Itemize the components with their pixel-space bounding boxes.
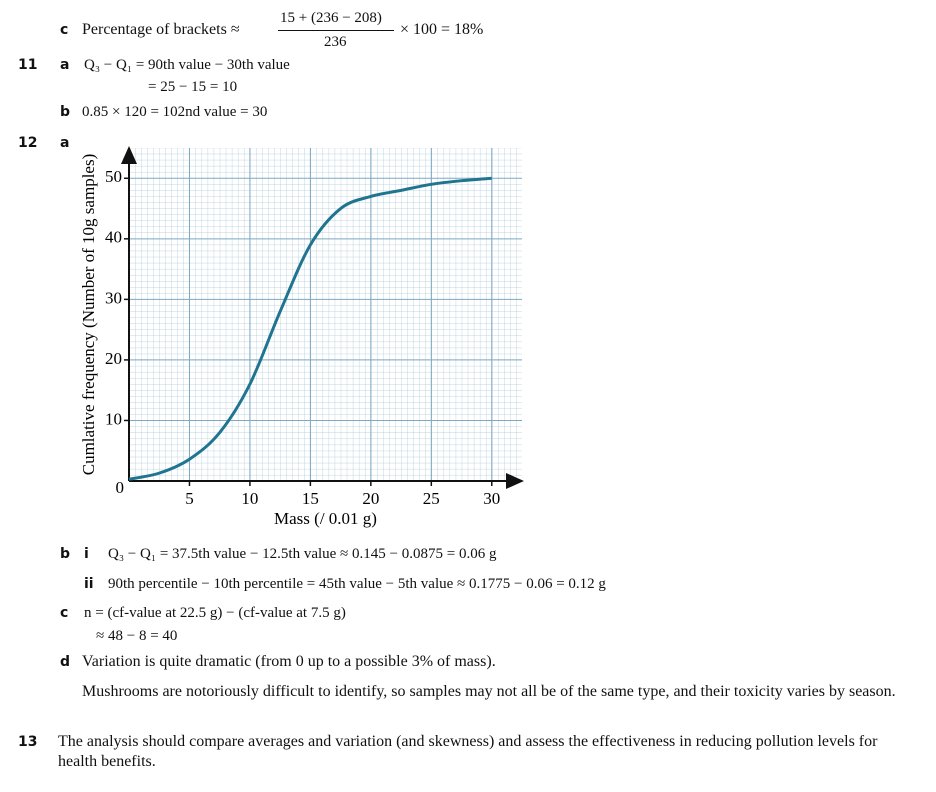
text: Percentage of brackets ≈ xyxy=(82,21,240,38)
paragraph: The analysis should compare averages and… xyxy=(58,733,878,770)
part-label: c xyxy=(60,22,69,38)
question-number: 13 xyxy=(18,734,38,750)
fraction-bar xyxy=(278,30,394,31)
text: Q₃ − Q₁ = 90th value − 30th value xyxy=(84,57,290,73)
paragraph: Mushrooms are notoriously difficult to i… xyxy=(82,683,896,700)
text: 90th percentile − 10th percentile = 45th… xyxy=(108,576,606,592)
subpart-label: i xyxy=(84,546,89,562)
text: 0.85 × 120 = 102nd value = 30 xyxy=(82,104,268,120)
text: Variation is quite dramatic (from 0 up t… xyxy=(82,653,496,670)
x-tick-label: 20 xyxy=(362,489,379,508)
part-label: b xyxy=(60,546,71,562)
y-tick-label: 50 xyxy=(105,167,122,186)
denominator: 236 xyxy=(324,34,347,50)
numerator: 15 + (236 − 208) xyxy=(280,10,382,26)
x-axis-label: Mass (/ 0.01 g) xyxy=(274,509,377,528)
y-axis-label: Cumlative frequency (Number of 10g sampl… xyxy=(79,154,98,476)
subpart-label: ii xyxy=(84,576,94,592)
x-tick-label: 25 xyxy=(423,489,440,508)
question-number: 11 xyxy=(18,57,38,73)
part-label: b xyxy=(60,104,71,120)
y-tick-label: 20 xyxy=(105,349,122,368)
question-number: 12 xyxy=(18,135,38,151)
y-tick-label: 30 xyxy=(105,288,122,307)
y-tick-label: 0 xyxy=(116,478,125,497)
text: n = (cf-value at 22.5 g) − (cf-value at … xyxy=(84,605,346,621)
part-label: c xyxy=(60,605,69,621)
x-tick-label: 10 xyxy=(241,489,258,508)
text: Q₃ − Q₁ = 37.5th value − 12.5th value ≈ … xyxy=(108,546,497,562)
cumulative-frequency-curve xyxy=(128,176,492,481)
text: = 25 − 15 = 10 xyxy=(148,79,238,95)
text: ≈ 48 − 8 = 40 xyxy=(96,628,178,644)
x-tick-label: 5 xyxy=(185,489,194,508)
part-label: a xyxy=(60,135,70,151)
part-label: d xyxy=(60,654,71,670)
x-tick-label: 15 xyxy=(302,489,319,508)
text: × 100 = 18% xyxy=(400,21,484,38)
y-tick-label: 40 xyxy=(105,228,122,247)
x-tick-label: 30 xyxy=(483,489,500,508)
grid-background xyxy=(129,148,522,481)
part-label: a xyxy=(60,57,70,73)
y-tick-label: 10 xyxy=(105,409,122,428)
